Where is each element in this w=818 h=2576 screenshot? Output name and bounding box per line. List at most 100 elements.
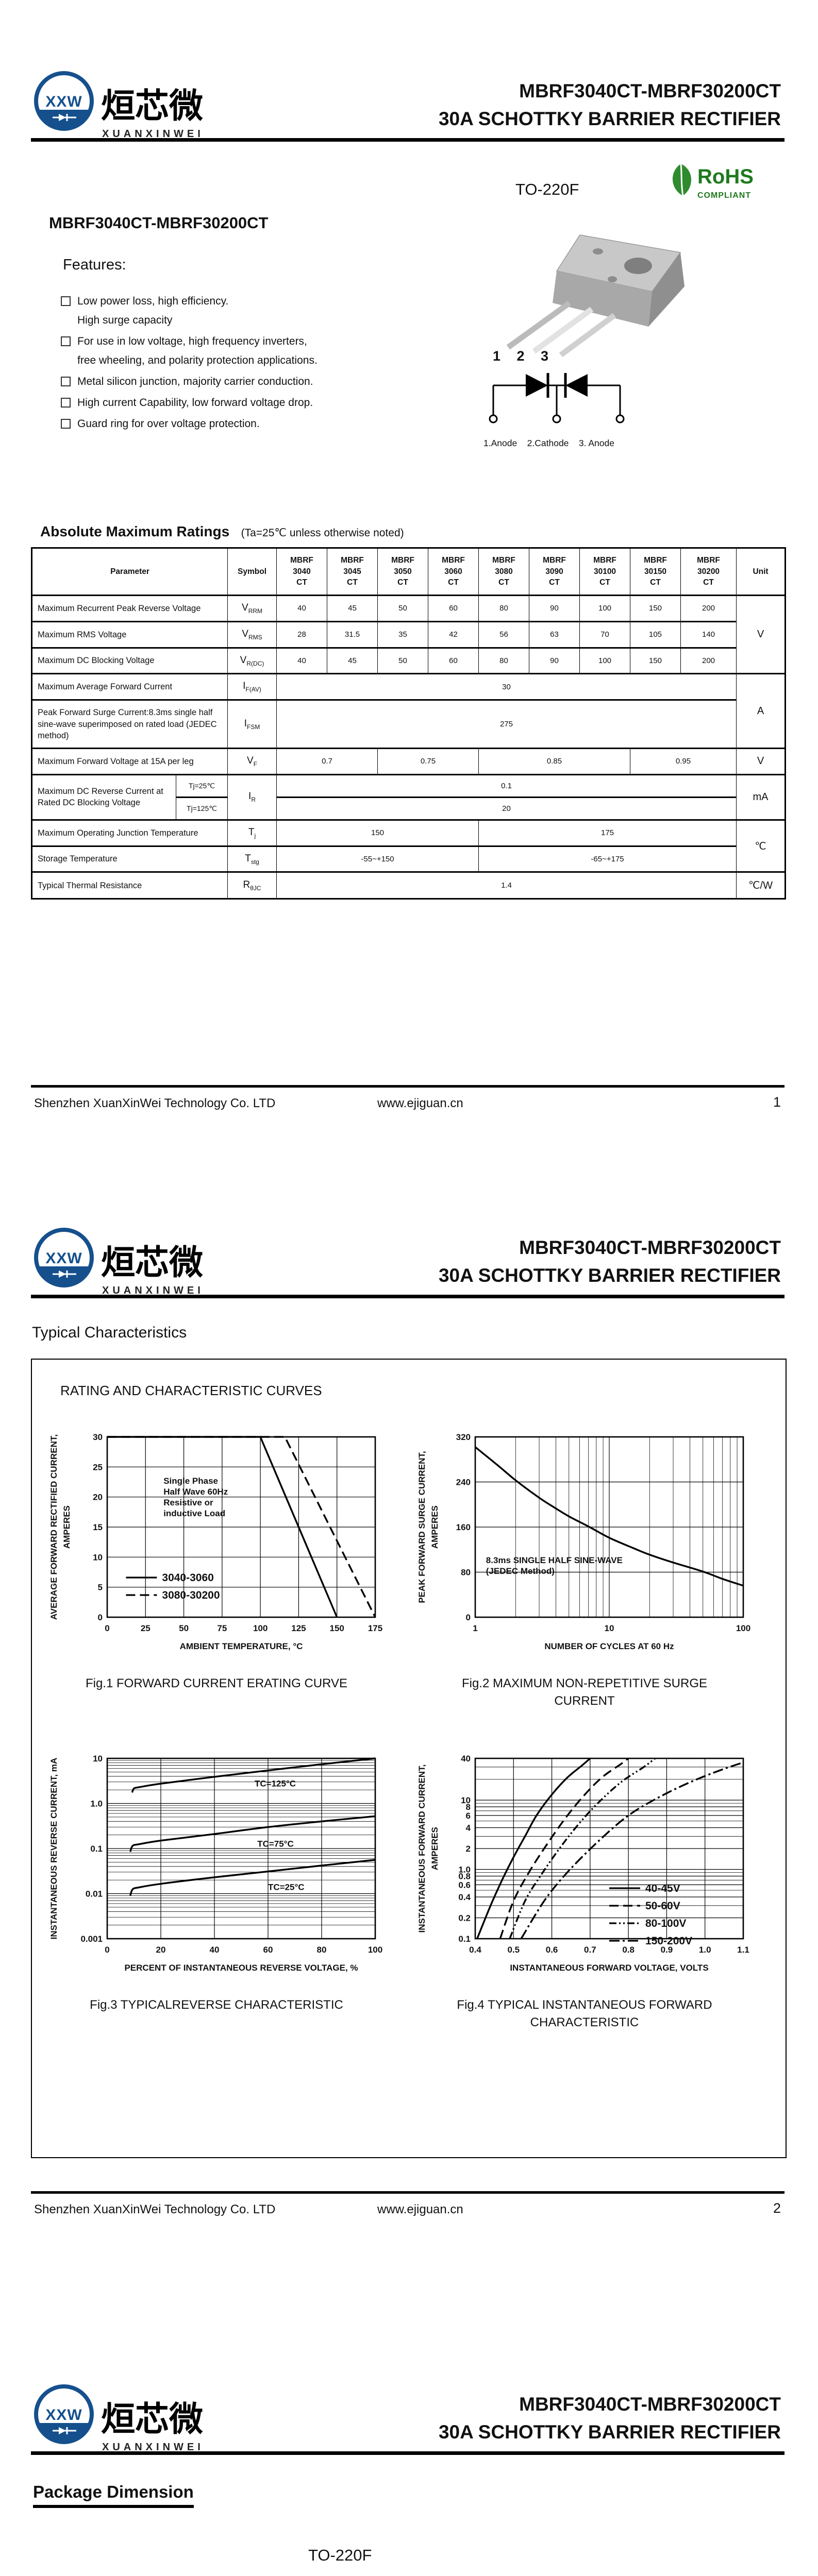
svg-text:0.001: 0.001 xyxy=(80,1934,103,1944)
ratings-cell: 150 xyxy=(630,647,681,675)
pin-numbers: 1 2 3 xyxy=(493,348,555,364)
typical-characteristics-title: Typical Characteristics xyxy=(32,1324,187,1341)
diode-glyph-triangle xyxy=(59,1270,66,1278)
svg-text:1: 1 xyxy=(473,1623,477,1633)
package-dimension-title: Package Dimension xyxy=(33,2482,194,2508)
svg-text:20: 20 xyxy=(156,1945,166,1955)
ratings-cell: 40 xyxy=(276,647,328,675)
svg-text:0: 0 xyxy=(105,1945,109,1955)
svg-text:Half Wave 60Hz: Half Wave 60Hz xyxy=(163,1487,228,1497)
svg-text:50: 50 xyxy=(179,1623,189,1633)
page-3: XXW 烜芯微 XUANXINWEI MBRF3040CT-MBRF30200C… xyxy=(0,2313,818,2576)
svg-text:AMBIENT TEMPERATURE, °C: AMBIENT TEMPERATURE, °C xyxy=(180,1641,303,1651)
ratings-header-cell: MBRF 3045 CT xyxy=(327,547,378,597)
svg-text:0.6: 0.6 xyxy=(546,1945,558,1955)
ratings-cell: 175 xyxy=(478,819,737,847)
logo-monogram: XXW xyxy=(45,93,82,110)
svg-text:10: 10 xyxy=(93,1754,103,1764)
feature-item: Guard ring for over voltage protection. xyxy=(61,414,401,433)
ratings-cell: Typical Thermal Resistance xyxy=(31,871,228,900)
svg-text:150-200V: 150-200V xyxy=(645,1935,692,1947)
header-rule xyxy=(31,138,784,142)
svg-text:2: 2 xyxy=(466,1844,471,1854)
footer-rule xyxy=(31,1085,784,1088)
ratings-header-cell: MBRF 30150 CT xyxy=(630,547,681,597)
diode-glyph-triangle xyxy=(59,114,66,121)
svg-text:40-45V: 40-45V xyxy=(645,1883,680,1894)
feature-text: free wheeling, and polarity protection a… xyxy=(77,354,318,366)
checkbox-icon xyxy=(61,398,71,408)
ratings-cell: 150 xyxy=(630,595,681,622)
svg-text:AMPERES: AMPERES xyxy=(62,1505,72,1549)
svg-text:(JEDEC Method): (JEDEC Method) xyxy=(486,1566,555,1576)
ratings-cell: IFSM xyxy=(227,699,277,750)
footer-website: www.ejiguan.cn xyxy=(377,1096,463,1110)
ratings-cell: Tj xyxy=(227,819,277,847)
svg-text:10: 10 xyxy=(93,1552,103,1562)
ratings-cell: VR(DC) xyxy=(227,647,277,675)
ratings-cell: Storage Temperature xyxy=(31,845,228,873)
svg-text:50-60V: 50-60V xyxy=(645,1900,680,1912)
ratings-cell: 35 xyxy=(377,620,429,649)
ratings-cell: 20 xyxy=(276,796,737,821)
ratings-cell: mA xyxy=(736,773,786,821)
svg-text:TC=25°C: TC=25°C xyxy=(268,1883,305,1892)
package-front-face xyxy=(553,271,652,327)
small-hole xyxy=(593,248,603,255)
svg-text:100: 100 xyxy=(253,1623,268,1633)
diode-anode-left xyxy=(526,374,548,397)
ratings-cell: 31.5 xyxy=(327,620,378,649)
svg-text:80: 80 xyxy=(317,1945,327,1955)
svg-text:0.4: 0.4 xyxy=(469,1945,481,1955)
rohs-compliant-text: COMPLIANT xyxy=(697,191,751,200)
svg-text:AMPERES: AMPERES xyxy=(430,1827,440,1870)
ratings-cell: Maximum Recurrent Peak Reverse Voltage xyxy=(31,595,228,622)
svg-text:AVERAGE FORWARD RECTIFIED CURR: AVERAGE FORWARD RECTIFIED CURRENT, xyxy=(49,1434,59,1620)
svg-text:0.01: 0.01 xyxy=(86,1889,103,1899)
ratings-table: Parameter Symbol MBRF 3040 CT MBRF 3045 CT M… xyxy=(31,547,786,900)
ratings-cell: 60 xyxy=(428,595,479,622)
svg-text:1.1: 1.1 xyxy=(737,1945,749,1955)
page-number: 1 xyxy=(773,1094,781,1110)
ratings-cell: -55~+150 xyxy=(276,845,479,873)
ratings-cell: Maximum DC Blocking Voltage xyxy=(31,647,228,675)
checkbox-icon xyxy=(61,377,71,386)
svg-text:PEAK FORWARD SURGE CURRENT,: PEAK FORWARD SURGE CURRENT, xyxy=(417,1451,427,1603)
ratings-header-cell: MBRF 3080 CT xyxy=(478,547,530,597)
svg-text:30: 30 xyxy=(93,1432,103,1442)
svg-text:25: 25 xyxy=(141,1623,151,1633)
ratings-cell: 70 xyxy=(579,620,631,649)
svg-text:240: 240 xyxy=(456,1478,471,1487)
svg-text:125: 125 xyxy=(291,1623,306,1633)
svg-text:1.0: 1.0 xyxy=(699,1945,711,1955)
ratings-cell: 100 xyxy=(579,595,631,622)
doc-title: MBRF3040CT-MBRF30200CT xyxy=(519,2394,781,2415)
ratings-cell: 140 xyxy=(680,620,737,649)
pin-caption: 1.Anode 2.Cathode 3. Anode xyxy=(483,438,614,448)
ratings-cell: VRRM xyxy=(227,595,277,622)
svg-text:NUMBER OF CYCLES AT 60 Hz: NUMBER OF CYCLES AT 60 Hz xyxy=(544,1641,674,1651)
svg-text:PERCENT OF INSTANTANEOUS REVER: PERCENT OF INSTANTANEOUS REVERSE VOLTAGE… xyxy=(124,1963,358,1973)
brand-name-cn: 烜芯微 xyxy=(101,87,203,125)
ratings-cell: Maximum Operating Junction Temperature xyxy=(31,819,228,847)
footer-rule xyxy=(31,2191,784,2194)
curves-box: RATING AND CHARACTERISTIC CURVES 0 25 50 75… xyxy=(31,1359,787,2158)
fig4-caption: Fig.4 TYPICAL INSTANTANEOUS FORWARD CHAR… xyxy=(457,1998,712,2029)
svg-text:0.4: 0.4 xyxy=(458,1892,471,1902)
svg-text:0.7: 0.7 xyxy=(584,1945,596,1955)
svg-text:80: 80 xyxy=(461,1568,471,1578)
ratings-cell: 100 xyxy=(579,647,631,675)
svg-text:175: 175 xyxy=(368,1623,382,1633)
page-number: 2 xyxy=(773,2200,781,2216)
svg-text:100: 100 xyxy=(368,1945,382,1955)
feature-item: Low power loss, high efficiency. High sur… xyxy=(61,292,401,330)
ratings-cell: 150 xyxy=(276,819,479,847)
footer-company: Shenzhen XuanXinWei Technology Co. LTD xyxy=(34,1096,276,1110)
ratings-cell: ℃ xyxy=(736,819,786,873)
fig4-chart: 0.4 0.5 0.6 0.7 0.8 0.9 1.0 1.10.10.20.40.60.81… xyxy=(417,1754,749,1973)
logo-chord xyxy=(37,1266,91,1286)
page-1: XXW 烜芯微 XUANXINWEI MBRF3040CT-MBRF30200C… xyxy=(0,0,818,1157)
svg-text:INSTANTANEOUS FORWARD VOLTAGE,: INSTANTANEOUS FORWARD VOLTAGE, VOLTS xyxy=(510,1963,708,1973)
ratings-cell: 50 xyxy=(377,647,429,675)
ratings-cell: 56 xyxy=(478,620,530,649)
